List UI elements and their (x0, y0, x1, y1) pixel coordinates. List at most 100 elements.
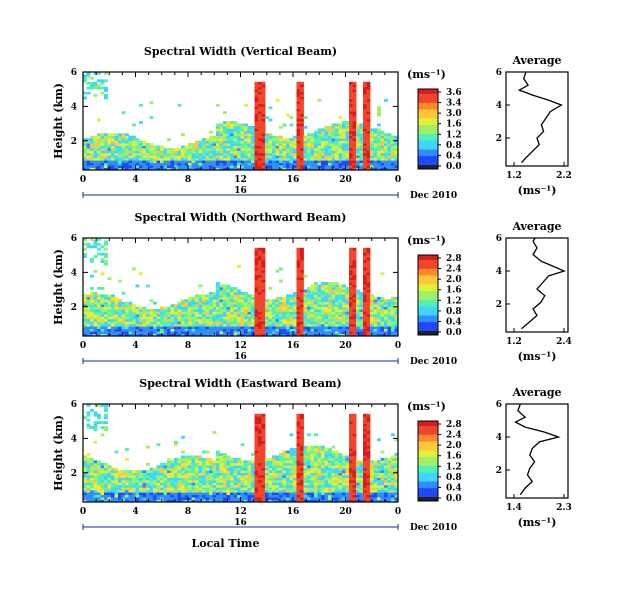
heatmap-cell (188, 465, 192, 469)
heatmap-cell (366, 296, 371, 300)
heatmap-cell (289, 296, 294, 300)
heatmap-cell (104, 499, 108, 503)
heatmap-cell (125, 304, 129, 307)
heatmap-cell (181, 306, 185, 310)
heatmap-cell (216, 479, 220, 483)
heatmap-cell (366, 98, 371, 102)
heatmap-cell (356, 167, 360, 171)
heatmap-cell (107, 160, 112, 164)
heatmap-cell (107, 477, 112, 481)
heatmap-cell (93, 323, 98, 327)
heatmap-cell (307, 318, 311, 322)
heatmap-cell (230, 147, 234, 151)
heatmap-cell (268, 475, 273, 478)
heatmap-cell (258, 162, 262, 166)
heatmap-cell (135, 147, 140, 151)
heatmap-cell (132, 499, 136, 503)
heatmap-cell (254, 316, 259, 320)
heatmap-cell (244, 291, 248, 295)
heatmap-cell (314, 130, 318, 134)
heatmap-cell (149, 487, 154, 491)
heatmap-cell (244, 128, 248, 132)
heatmap-cell (153, 497, 157, 500)
heatmap-cell (254, 252, 259, 256)
heatmap-cell (83, 147, 87, 151)
heatmap-cell (100, 462, 105, 466)
heatmap-cell (265, 331, 269, 334)
heatmap-cell (128, 326, 133, 330)
heatmap-cell (324, 462, 329, 466)
heatmap-cell (156, 477, 161, 481)
heatmap-cell (209, 152, 213, 156)
heatmap-cell (324, 326, 329, 330)
heatmap-cell (177, 492, 182, 496)
heatmap-cell (219, 475, 224, 478)
heatmap-cell (300, 96, 304, 100)
heatmap-cell (90, 472, 94, 476)
heatmap-cell (216, 123, 220, 127)
heatmap-cell (100, 470, 105, 473)
heatmap-cell (216, 477, 220, 481)
heatmap-cell (345, 123, 350, 127)
heatmap-cell (296, 272, 301, 276)
heatmap-cell (237, 318, 241, 322)
heatmap-cell (83, 465, 87, 469)
heatmap-cell (331, 294, 336, 298)
heatmap-cell (261, 111, 266, 115)
heatmap-cell (107, 492, 112, 496)
heatmap-cell (282, 157, 287, 161)
heatmap-cell (205, 306, 210, 310)
heatmap-cell (321, 323, 325, 327)
heatmap-cell (121, 492, 126, 496)
heatmap-cell (275, 301, 280, 305)
heatmap-cell (258, 135, 262, 139)
heatmap-cell (254, 162, 259, 166)
heatmap-cell (142, 162, 147, 166)
heatmap-cell (114, 472, 119, 476)
heatmap-cell (195, 299, 199, 303)
heatmap-cell (377, 301, 381, 305)
heatmap-cell (356, 133, 360, 137)
heatmap-cell (261, 492, 266, 496)
heatmap-cell (254, 289, 259, 293)
heatmap-cell (244, 477, 248, 481)
heatmap-cell (170, 494, 175, 498)
heatmap-cell (216, 318, 220, 322)
heatmap-cell (177, 457, 182, 461)
heatmap-cell (286, 160, 290, 164)
heatmap-cell (125, 497, 129, 500)
heatmap-cell (156, 443, 161, 447)
heatmap-cell (149, 150, 154, 154)
heatmap-cell (237, 492, 241, 496)
heatmap-cell (83, 497, 87, 500)
heatmap-cell (331, 138, 336, 141)
heatmap-cell (370, 311, 374, 315)
heatmap-cell (345, 130, 350, 134)
heatmap-cell (132, 470, 136, 473)
colorbar-swatch (418, 259, 438, 263)
heatmap-cell (300, 260, 304, 263)
heatmap-cell (216, 296, 220, 300)
heatmap-cell (261, 460, 266, 464)
heatmap-cell (111, 470, 115, 473)
heatmap-cell (216, 128, 220, 132)
heatmap-cell (335, 143, 339, 146)
heatmap-cell (303, 321, 308, 325)
heatmap-cell (202, 482, 206, 486)
heatmap-cell (300, 416, 304, 420)
heatmap-cell (121, 111, 126, 115)
heatmap-cell (233, 489, 238, 493)
heatmap-cell (366, 264, 371, 268)
heatmap-cell (219, 497, 224, 500)
heatmap-cell (279, 457, 283, 461)
heatmap-cell (226, 167, 231, 171)
heatmap-cell (254, 487, 259, 491)
heatmap-cell (167, 457, 171, 461)
heatmap-cell (135, 494, 140, 498)
heatmap-cell (240, 143, 245, 146)
heatmap-cell (286, 296, 290, 300)
heatmap-cell (209, 470, 213, 473)
heatmap-cell (328, 140, 332, 144)
heatmap-cell (118, 157, 122, 161)
heatmap-cell (198, 157, 203, 161)
